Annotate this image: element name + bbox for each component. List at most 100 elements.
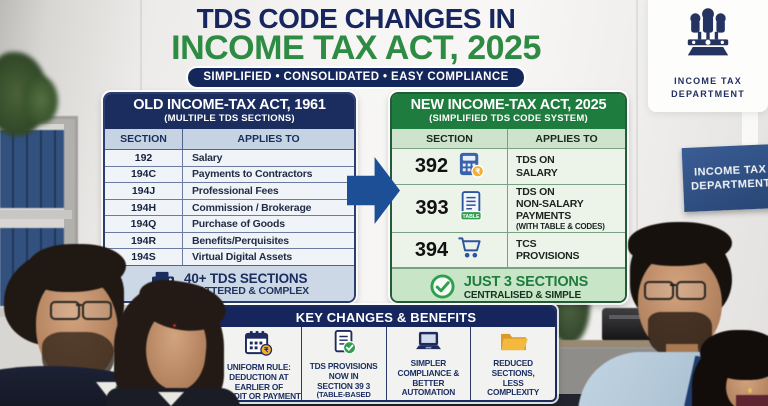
- glasses-bridge: [76, 304, 82, 306]
- benefit-item: UNIFORM RULE: DEDUCTION AT EARLIER OF CR…: [217, 327, 302, 400]
- old-act-column-headers: SECTION APPLIES TO: [105, 129, 354, 150]
- old-footer-line1: 40+ TDS SECTIONS: [184, 270, 308, 286]
- old-act-subtitle: (MULTIPLE TDS SECTIONS): [164, 113, 295, 125]
- table-row: 392 TDS ON SALARY: [392, 149, 625, 185]
- table-row: 394 TCS PROVISIONS: [392, 233, 625, 268]
- column-header-section: SECTION: [392, 129, 508, 148]
- applies-to: Payments to Contractors: [192, 168, 313, 181]
- benefit-line: SECTIONS,: [491, 367, 535, 378]
- logo-text-line1: INCOME TAX: [674, 76, 742, 86]
- woman-right-hair-top: [700, 330, 768, 380]
- new-act-footer: JUST 3 SECTIONS CENTRALISED & SIMPLE: [392, 268, 625, 302]
- benefit-item: SIMPLER COMPLIANCE & BETTER AUTOMATION: [387, 327, 472, 400]
- section-code: 394: [414, 238, 449, 261]
- check-circle-icon: [429, 273, 456, 302]
- section-code: 192: [105, 150, 183, 166]
- section-code: 194H: [105, 199, 183, 216]
- man-left-hairline: [28, 244, 126, 292]
- old-footer-line2: SCATTERED & COMPLEX: [184, 284, 309, 297]
- benefit-line: REDUCED: [493, 358, 533, 368]
- benefits-title: KEY CHANGES & BENEFITS: [217, 307, 555, 327]
- ashoka-emblem-icon: [680, 4, 736, 73]
- woman-right-top: [736, 395, 768, 406]
- applies-to: Salary: [192, 151, 223, 164]
- applies-line: TDS ON: [516, 185, 555, 198]
- benefit-line: (TABLE-BASED CODES): [316, 390, 371, 400]
- benefit-line: CREDIT OR PAYMENT: [217, 391, 301, 402]
- new-footer-line2: CENTRALISED & SIMPLE: [463, 290, 581, 302]
- glasses-icon: [644, 281, 674, 300]
- logo-text-line2: DEPARTMENT: [671, 89, 745, 100]
- man-right-hairline: [628, 222, 732, 266]
- calendar-rupee-icon: [244, 330, 273, 362]
- column-header-section: SECTION: [105, 129, 183, 149]
- applies-note: (WITH TABLE & CODES): [516, 221, 605, 231]
- table-row: 194S Virtual Digital Assets: [105, 249, 354, 266]
- new-act-panel: NEW INCOME-TAX ACT, 2025 (SIMPLIFIED TDS…: [388, 90, 629, 305]
- glasses-icon: [82, 301, 112, 320]
- bindi: [173, 324, 176, 327]
- benefit-line: TDS PROVISIONS: [309, 361, 378, 371]
- table-row: 194Q Purchase of Goods: [105, 216, 354, 233]
- tagline-banner: SIMPLIFIED • CONSOLIDATED • EASY COMPLIA…: [186, 66, 526, 90]
- folder-icon: [499, 330, 528, 358]
- wooden-shelf: [554, 340, 696, 348]
- title-block: TDS CODE CHANGES IN INCOME TAX ACT, 2025…: [150, 3, 562, 90]
- section-code: 393: [415, 197, 449, 219]
- applies-line: PROVISIONS: [516, 250, 580, 262]
- section-code: 194J: [105, 183, 183, 199]
- column-header-applies: APPLIES TO: [535, 132, 598, 145]
- page-title-line2: INCOME TAX ACT, 2025: [171, 29, 541, 68]
- table-row: 194C Payments to Contractors: [105, 166, 354, 184]
- glasses-icon: [50, 301, 80, 320]
- applies-to: Purchase of Goods: [192, 218, 285, 231]
- new-footer-line1: JUST 3 SECTIONS: [463, 274, 589, 291]
- applies-line: PAYMENTS: [516, 209, 571, 222]
- shelf-board: [0, 210, 72, 219]
- applies-line: NON-SALARY: [516, 197, 584, 210]
- glasses-icon: [676, 281, 706, 300]
- section-code: 194Q: [105, 216, 183, 232]
- benefit-line: SECTION 39 3: [317, 380, 371, 391]
- old-act-header: OLD INCOME-TAX ACT, 1961 (MULTIPLE TDS S…: [105, 94, 354, 129]
- table-row: 194H Commission / Brokerage: [105, 199, 354, 217]
- table-document-icon: TABLE: [458, 191, 484, 226]
- table-row: 194R Benefits/Perquisites: [105, 232, 354, 250]
- printer-slot: [609, 315, 645, 319]
- earring-icon: [748, 388, 752, 393]
- new-act-subtitle: (SIMPLIFIED TDS CODE SYSTEM): [429, 113, 588, 125]
- shopping-cart-icon: [457, 235, 484, 265]
- section-code: 194R: [105, 232, 183, 249]
- document-check-icon: [331, 330, 357, 361]
- section-code: 194C: [105, 166, 183, 183]
- page-title-line1: TDS CODE CHANGES IN: [196, 3, 516, 34]
- benefit-line: DEDUCTION AT: [229, 371, 289, 382]
- column-header-applies: APPLIES TO: [237, 133, 300, 145]
- benefit-line: BETTER: [412, 377, 445, 388]
- section-code: 392: [414, 155, 449, 177]
- benefit-item: REDUCED SECTIONS, LESS COMPLEXITY: [471, 327, 555, 400]
- applies-to: Benefits/Perquisites: [192, 234, 289, 247]
- old-act-title: OLD INCOME-TAX ACT, 1961: [133, 97, 326, 114]
- applies-line: TDS ON: [516, 154, 555, 167]
- applies-to: Commission / Brokerage: [192, 201, 312, 214]
- binders-row-top: [0, 130, 64, 208]
- plant-left-leaf: [24, 76, 58, 124]
- table-row: 393 TABLE TDS ON NON-SALARY PAYMENTS (WI…: [392, 185, 625, 233]
- new-act-column-headers: SECTION APPLIES TO: [392, 129, 625, 149]
- benefit-line: COMPLEXITY: [487, 387, 540, 398]
- applies-to: Virtual Digital Assets: [192, 251, 293, 264]
- calculator-rupee-icon: [457, 151, 485, 183]
- benefit-line: SIMPLER: [410, 358, 447, 368]
- applies-line: SALARY: [516, 166, 558, 179]
- benefit-item: TDS PROVISIONS NOW IN SECTION 39 3 (TABL…: [302, 327, 387, 400]
- benefit-line: AUTOMATION: [401, 387, 456, 398]
- benefit-line: COMPLIANCE &: [397, 367, 460, 378]
- applies-to: Professional Fees: [192, 184, 279, 197]
- benefit-line: EARLIER OF: [234, 381, 283, 392]
- benefit-line: UNIFORM RULE:: [226, 362, 291, 372]
- applies-line: TCS: [516, 237, 537, 250]
